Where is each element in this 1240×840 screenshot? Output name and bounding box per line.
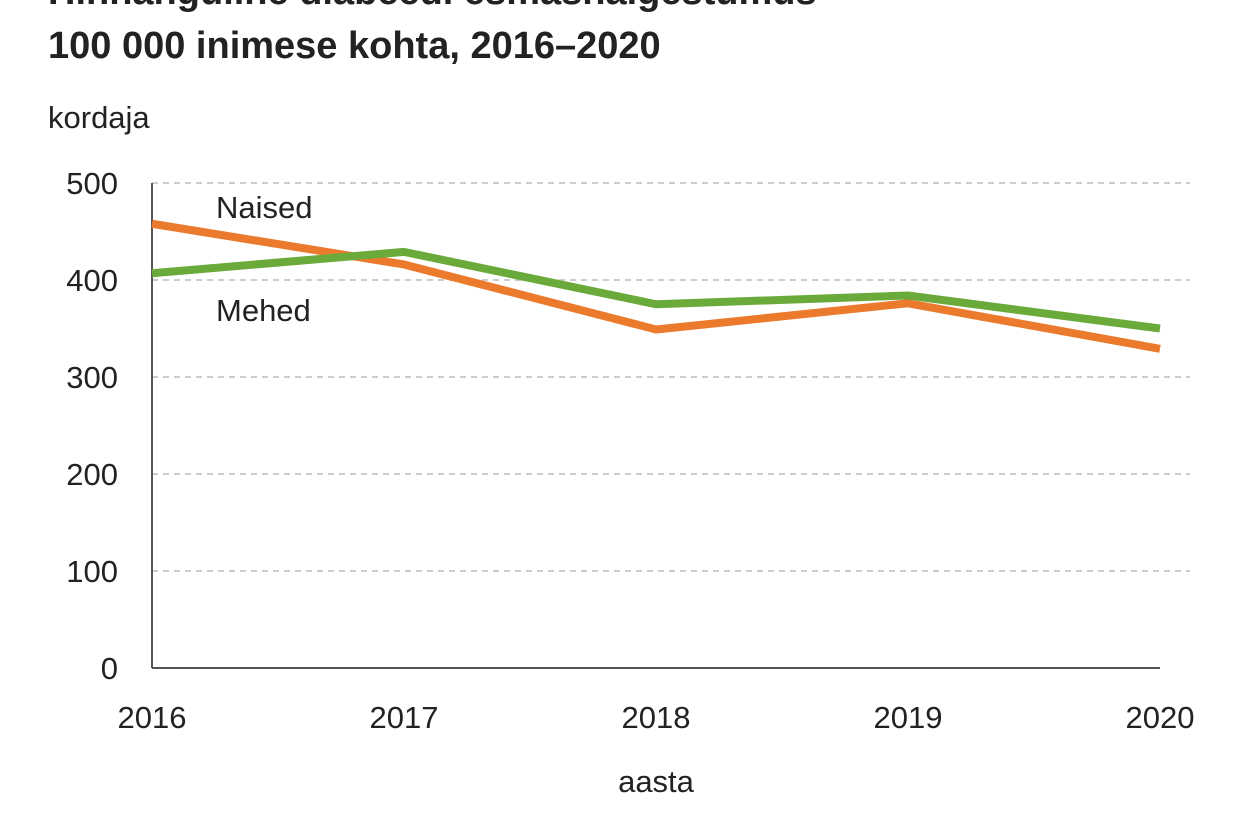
line bbox=[151, 219, 1161, 353]
y-tick-label: 500 bbox=[66, 166, 118, 201]
x-tick-label: 2019 bbox=[874, 700, 943, 735]
x-tick-label: 2016 bbox=[118, 700, 187, 735]
x-tick-label: 2018 bbox=[622, 700, 691, 735]
series-label: Naised bbox=[216, 190, 313, 225]
y-tick-label: 400 bbox=[66, 263, 118, 298]
y-tick-label: 200 bbox=[66, 457, 118, 492]
y-tick-label: 100 bbox=[66, 554, 118, 589]
x-tick-label: 2020 bbox=[1126, 700, 1195, 735]
y-tick-label: 0 bbox=[101, 651, 118, 686]
chart-title: 100 000 inimese kohta, 2016–2020 bbox=[48, 25, 661, 67]
y-axis-label: kordaja bbox=[48, 100, 150, 135]
line bbox=[151, 247, 1161, 333]
x-tick-label: 2017 bbox=[370, 700, 439, 735]
series-label: Mehed bbox=[216, 293, 311, 328]
x-axis-label: aasta bbox=[618, 764, 695, 799]
y-tick-label: 300 bbox=[66, 360, 118, 395]
chart-title: Hinnanguline diabeedi esmashaigestumus bbox=[48, 0, 817, 13]
